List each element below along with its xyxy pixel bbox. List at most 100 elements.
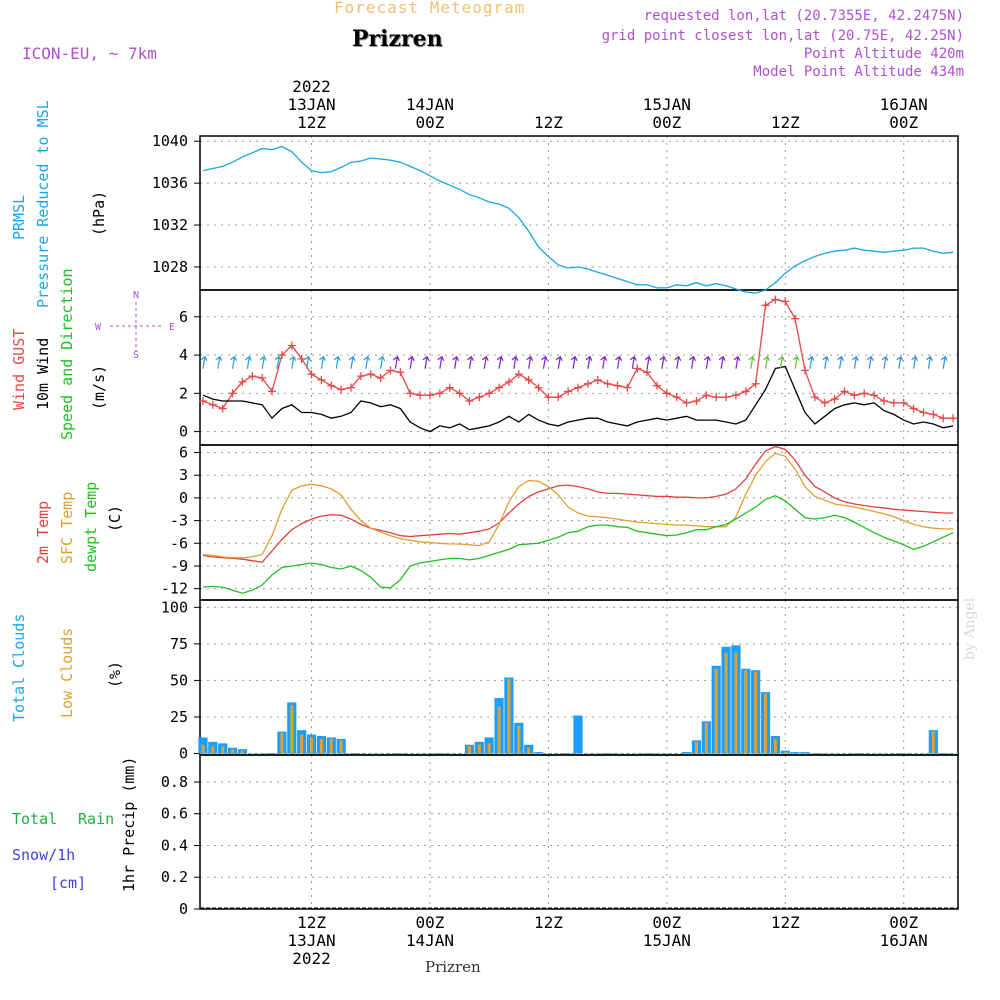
time-label-top: 00Z bbox=[889, 113, 918, 132]
gust-marker bbox=[662, 389, 671, 398]
total-cloud-bar bbox=[800, 752, 810, 754]
super-title: Forecast Meteogram bbox=[334, 0, 526, 17]
gust-marker bbox=[524, 375, 533, 384]
wind-direction-arrow bbox=[570, 355, 578, 369]
wind-direction-arrow bbox=[792, 355, 800, 369]
panel-frame bbox=[199, 754, 959, 910]
wind-line bbox=[202, 365, 954, 433]
gust-marker bbox=[465, 396, 474, 405]
wind-direction-arrow bbox=[629, 355, 637, 369]
wind-direction-arrow bbox=[407, 355, 415, 369]
gust-marker bbox=[485, 389, 494, 398]
low-cloud-bar bbox=[240, 750, 244, 754]
wind-direction-arrow bbox=[200, 355, 208, 369]
gust-marker bbox=[475, 393, 484, 402]
wind-direction-arrow bbox=[911, 355, 919, 369]
y-tick-label: 1028 bbox=[152, 258, 188, 276]
gust-marker bbox=[583, 379, 592, 388]
gust-marker bbox=[455, 389, 464, 398]
wind-direction-arrow bbox=[363, 355, 371, 369]
low-cloud-bar bbox=[339, 740, 343, 754]
y-tick-label: -9 bbox=[170, 557, 188, 575]
time-label-top: 12Z bbox=[534, 113, 563, 132]
gust-marker bbox=[949, 414, 958, 423]
gust-marker bbox=[939, 414, 948, 423]
gust-marker bbox=[287, 341, 296, 350]
low-cloud-bar bbox=[231, 749, 235, 754]
gust-marker bbox=[347, 383, 356, 392]
compass-e: E bbox=[169, 322, 175, 333]
time-label-top: 16JAN bbox=[880, 95, 928, 114]
y-tick-label: 1040 bbox=[152, 132, 188, 150]
time-label-bottom: 12Z bbox=[534, 913, 563, 932]
gust-marker bbox=[751, 379, 760, 388]
wind-direction-arrow bbox=[319, 355, 326, 369]
gust-marker bbox=[425, 391, 434, 400]
gust-marker bbox=[445, 383, 454, 392]
wind-direction-arrow bbox=[763, 355, 771, 369]
precip-label-rain: Rain bbox=[78, 810, 115, 828]
y-tick-label: 2 bbox=[179, 384, 188, 402]
gust-marker bbox=[603, 379, 612, 388]
gust-marker bbox=[376, 374, 385, 383]
low-cloud-bar bbox=[754, 671, 758, 754]
wind-direction-arrow bbox=[866, 355, 874, 369]
wind-direction-arrow bbox=[659, 355, 667, 369]
low-cloud-bar bbox=[714, 668, 718, 754]
gust-marker bbox=[860, 389, 869, 398]
gust-marker bbox=[396, 368, 405, 377]
time-label-top: 12Z bbox=[771, 113, 800, 132]
low-cloud-bar bbox=[931, 731, 935, 754]
temp-sfc-line bbox=[202, 452, 954, 559]
wind-direction-arrow bbox=[496, 355, 504, 369]
wind-direction-arrow bbox=[585, 355, 593, 369]
wind-direction-arrow bbox=[215, 355, 223, 369]
wind-direction-arrow bbox=[748, 355, 756, 369]
low-cloud-bar bbox=[497, 706, 501, 754]
y-tick-label: 50 bbox=[170, 671, 188, 689]
gust-marker bbox=[238, 377, 247, 386]
wind-direction-arrow bbox=[674, 355, 682, 369]
y-tick-label: 0 bbox=[179, 489, 188, 507]
low-cloud-bar bbox=[724, 652, 728, 754]
low-cloud-bar bbox=[201, 744, 205, 754]
footer-location: Prizren bbox=[425, 958, 481, 976]
low-cloud-bar bbox=[517, 725, 521, 754]
dewpt-line bbox=[202, 494, 954, 594]
gust-marker bbox=[810, 393, 819, 402]
wind-direction-arrow bbox=[837, 355, 845, 369]
gust-marker bbox=[899, 398, 908, 407]
wind-direction-arrow bbox=[615, 355, 623, 369]
panel-frame bbox=[199, 289, 959, 446]
low-cloud-bar bbox=[290, 705, 294, 754]
time-label-bottom: 00Z bbox=[416, 913, 445, 932]
gust-marker bbox=[672, 393, 681, 402]
y-tick-label: 3 bbox=[179, 466, 188, 484]
time-label-top: 2022 bbox=[292, 77, 331, 96]
low-cloud-bar bbox=[694, 741, 698, 754]
y-tick-label: 75 bbox=[170, 635, 188, 653]
gust-marker bbox=[761, 301, 770, 310]
gust-marker bbox=[564, 387, 573, 396]
total-cloud-bar bbox=[780, 750, 790, 754]
wind-direction-arrow bbox=[600, 355, 608, 369]
y-tick-label: 1036 bbox=[152, 174, 188, 192]
wind-direction-arrow bbox=[333, 355, 341, 369]
time-label-top: 13JAN bbox=[287, 95, 335, 114]
wind-direction-arrow bbox=[777, 355, 785, 369]
y-tick-label: 0 bbox=[179, 745, 188, 763]
gust-marker bbox=[791, 314, 800, 323]
y-tick-label: 0.6 bbox=[161, 805, 188, 823]
low-cloud-bar bbox=[783, 752, 787, 754]
gust-marker bbox=[712, 393, 721, 402]
gust-marker bbox=[692, 396, 701, 405]
gust-marker bbox=[909, 404, 918, 413]
model-altitude: Model Point Altitude 434m bbox=[753, 64, 964, 80]
wind-direction-arrow bbox=[467, 355, 474, 369]
time-label-bottom: 00Z bbox=[889, 913, 918, 932]
y-tick-label: 25 bbox=[170, 708, 188, 726]
panel-frame bbox=[199, 444, 959, 601]
wind-direction-arrow bbox=[245, 355, 252, 369]
y-tick-label: 0.2 bbox=[161, 868, 188, 886]
